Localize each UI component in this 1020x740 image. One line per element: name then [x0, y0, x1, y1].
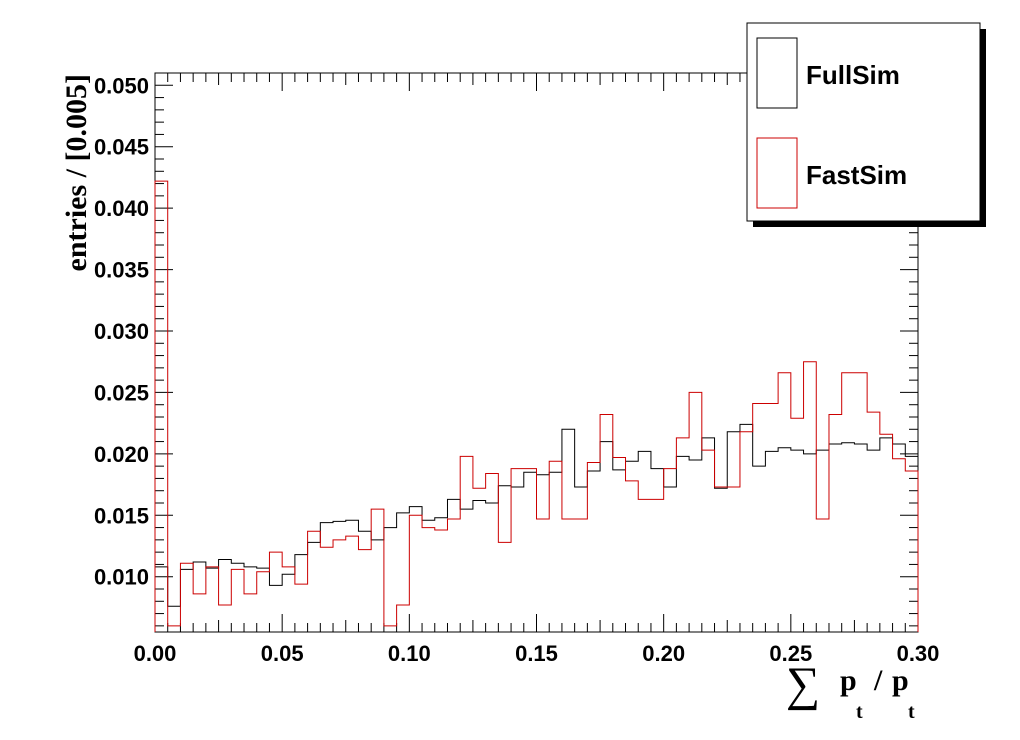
x-tick-label: 0.20: [642, 641, 685, 666]
y-axis: 0.010 0.015 0.020 0.025 0.030 0.035 0.040 0.045…: [94, 72, 918, 627]
y-tick-label: 0.050: [94, 73, 149, 98]
y-tick-label: 0.010: [94, 565, 149, 590]
x-tick-label: 0.25: [769, 641, 812, 666]
x-tick-label: 0.00: [134, 641, 177, 666]
x-axis-label-slash: /: [873, 664, 883, 697]
x-axis-label-p1-sub: t: [856, 701, 863, 723]
x-axis: 0.00 0.05 0.10 0.15 0.20 0.25 0.30: [134, 73, 940, 666]
series-lines: [154, 180, 919, 632]
y-tick-label: 0.015: [94, 503, 149, 528]
x-tick-label: 0.30: [897, 641, 940, 666]
y-tick-label: 0.045: [94, 135, 149, 160]
x-axis-label-sum: ∑: [786, 658, 820, 711]
y-tick-label: 0.030: [94, 319, 149, 344]
y-tick-label: 0.035: [94, 258, 149, 283]
legend-label-fastsim: FastSim: [806, 160, 907, 190]
series-line-fullsim: [154, 423, 919, 632]
x-axis-label: ∑: [786, 658, 820, 711]
y-tick-label: 0.040: [94, 196, 149, 221]
x-tick-label: 0.05: [261, 641, 304, 666]
y-axis-label: entries / [0.005]: [60, 74, 93, 271]
series-line-fastsim: [154, 180, 919, 632]
x-tick-label: 0.10: [388, 641, 431, 666]
x-tick-label: 0.15: [515, 641, 558, 666]
legend-swatch-fullsim: [756, 37, 798, 109]
legend-swatch-fastsim: [756, 137, 798, 209]
x-axis-label-p2-sub: t: [908, 701, 915, 723]
x-axis-label-p2: p: [892, 664, 909, 697]
y-tick-label: 0.020: [94, 442, 149, 467]
legend: FullSim FastSim: [746, 22, 986, 227]
legend-label-fullsim: FullSim: [806, 60, 900, 90]
y-tick-label: 0.025: [94, 380, 149, 405]
x-axis-label-p1: p: [840, 664, 857, 697]
